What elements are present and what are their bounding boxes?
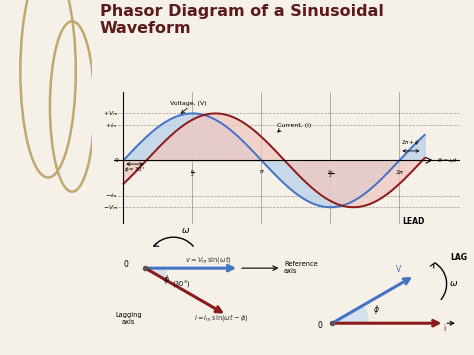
Text: $\omega$: $\omega$: [181, 226, 190, 235]
Text: Phasor Diagram of a Sinusoidal
Waveform: Phasor Diagram of a Sinusoidal Waveform: [100, 4, 383, 36]
Text: $-V_m$: $-V_m$: [103, 203, 118, 212]
Text: $v = V_m\,\sin(\omega t)$: $v = V_m\,\sin(\omega t)$: [185, 254, 231, 265]
Text: $+V_m$: $+V_m$: [103, 109, 118, 118]
Text: $\phi$: $\phi$: [373, 303, 379, 316]
Text: $i = I_m\,\sin(\omega t-\phi)$: $i = I_m\,\sin(\omega t-\phi)$: [194, 312, 248, 323]
Text: $2\pi+\phi$: $2\pi+\phi$: [401, 138, 420, 147]
Wedge shape: [145, 268, 166, 278]
Text: $\frac{\pi}{2}$: $\frac{\pi}{2}$: [190, 168, 195, 179]
Text: 0: 0: [124, 260, 128, 269]
Text: $2\pi$: $2\pi$: [394, 168, 404, 176]
Text: $-i_m$: $-i_m$: [105, 191, 118, 200]
Text: $(30°)$: $(30°)$: [173, 278, 191, 289]
Text: LEAD: LEAD: [402, 217, 424, 226]
Text: Voltage, (V): Voltage, (V): [170, 101, 206, 106]
Text: $\theta = \omega t$: $\theta = \omega t$: [438, 156, 459, 164]
Text: i: i: [443, 324, 446, 333]
Wedge shape: [332, 305, 368, 323]
Text: $\phi$: $\phi$: [163, 273, 170, 286]
Text: $\phi = 30°$: $\phi = 30°$: [124, 165, 146, 174]
Text: 0: 0: [114, 158, 118, 163]
Text: $\omega$: $\omega$: [449, 279, 458, 288]
Text: Current, (i): Current, (i): [277, 124, 311, 129]
Text: $\pi$: $\pi$: [258, 168, 264, 175]
Text: $+i_m$: $+i_m$: [105, 121, 118, 130]
Text: Reference
axis: Reference axis: [284, 261, 318, 274]
Text: LAG: LAG: [450, 253, 467, 262]
Text: V: V: [396, 265, 401, 274]
Text: 0: 0: [318, 321, 322, 330]
Text: Lagging
axis: Lagging axis: [115, 312, 142, 326]
Text: $\frac{3\pi}{2}$: $\frac{3\pi}{2}$: [327, 168, 334, 180]
